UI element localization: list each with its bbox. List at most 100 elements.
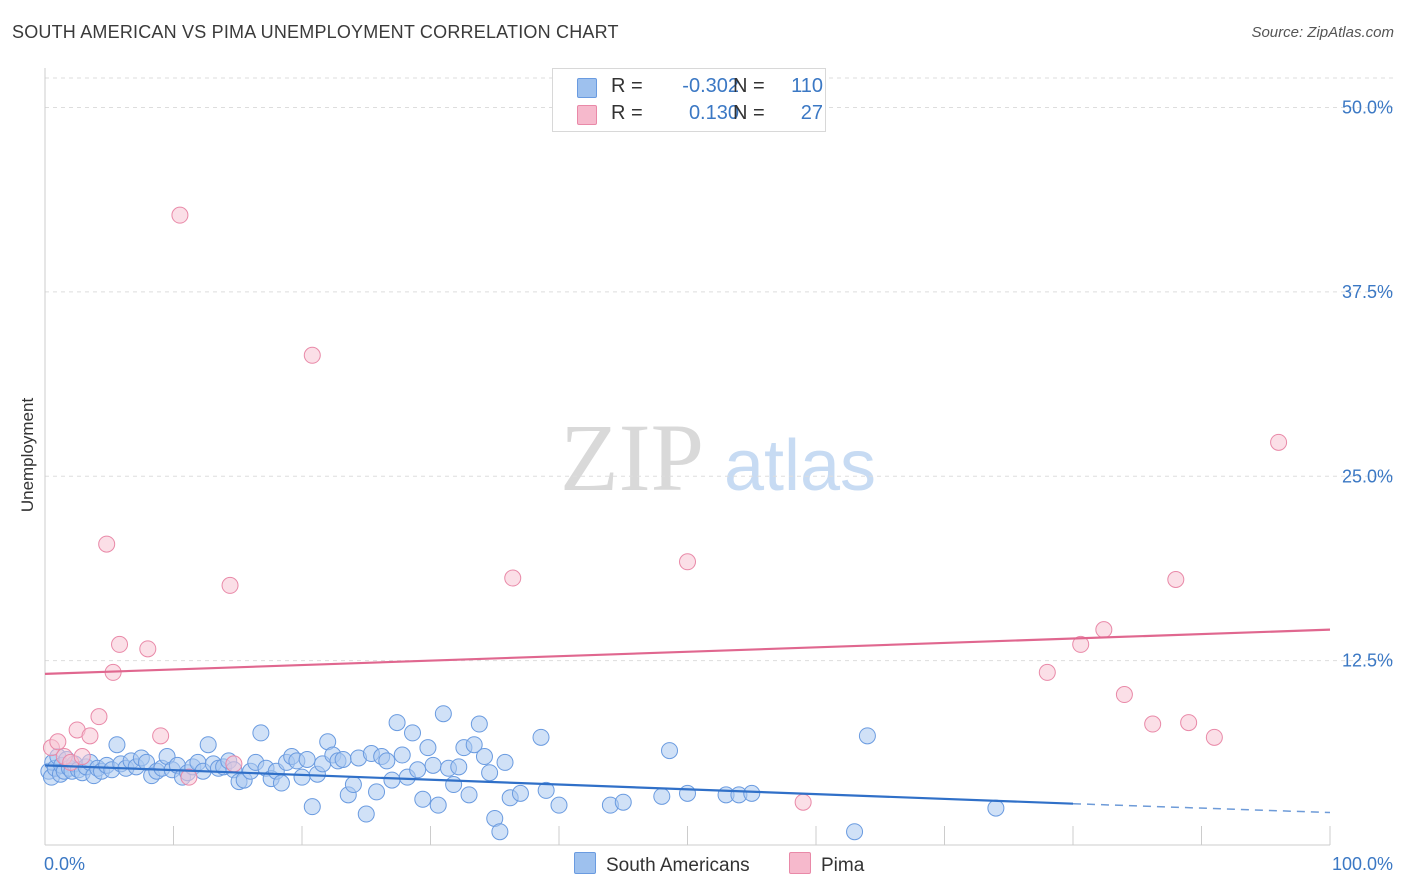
watermark-zip: ZIP bbox=[560, 404, 704, 511]
south-americans-point bbox=[460, 786, 478, 804]
legend-n-value: 27 bbox=[800, 102, 823, 124]
south-americans-point bbox=[298, 750, 316, 768]
watermark: ZIP atlas bbox=[560, 404, 876, 511]
bottom-legend-label: South Americans bbox=[606, 855, 750, 876]
source-credit: Source: ZipAtlas.com bbox=[1251, 24, 1394, 41]
grid-lines bbox=[45, 77, 1395, 662]
pima-point bbox=[221, 576, 239, 594]
south-americans-point bbox=[496, 753, 514, 771]
bottom-legend-south-americans: South Americans bbox=[574, 852, 750, 877]
south-americans-point bbox=[393, 746, 411, 764]
south-americans-point bbox=[272, 774, 290, 792]
legend-r-label: R = bbox=[611, 75, 643, 97]
south-americans-point bbox=[378, 752, 396, 770]
south-americans-point bbox=[357, 805, 375, 823]
legend-r-value: 0.130 bbox=[688, 102, 739, 124]
south-americans-point bbox=[252, 724, 270, 742]
south-americans-point bbox=[846, 823, 864, 841]
x-tick-label: 0.0% bbox=[44, 854, 85, 874]
y-tick-label: 50.0% bbox=[1342, 98, 1393, 118]
pima-point bbox=[90, 708, 108, 726]
trend-lines bbox=[44, 628, 1331, 814]
south-americans-point bbox=[987, 799, 1005, 817]
south-americans-point bbox=[434, 705, 452, 723]
bottom-legend-pima: Pima bbox=[789, 852, 864, 877]
south-americans-point bbox=[303, 798, 321, 816]
y-axis-label: Unemployment bbox=[18, 397, 37, 513]
south-americans-point bbox=[475, 748, 493, 765]
pima-point bbox=[73, 748, 91, 765]
pima-point bbox=[139, 640, 157, 658]
south-americans-point bbox=[419, 739, 437, 757]
south-americans-point bbox=[445, 776, 463, 794]
y-tick-labels: 12.5% 25.0% 37.5% 50.0% bbox=[1342, 98, 1393, 671]
legend-swatch-pima bbox=[577, 105, 597, 125]
south-americans-point bbox=[414, 790, 432, 808]
south-americans-point bbox=[481, 764, 499, 782]
south-americans-point bbox=[465, 736, 483, 754]
legend-n-label: N = bbox=[733, 75, 765, 97]
south-americans-point bbox=[743, 784, 761, 802]
correlation-legend: R = -0.302 N = 110 R = 0.130 N = 27 bbox=[552, 68, 826, 132]
south-americans-point bbox=[108, 736, 126, 754]
pima-point bbox=[81, 727, 99, 745]
bottom-legend-label: Pima bbox=[821, 855, 865, 876]
pima-point bbox=[1167, 571, 1185, 588]
south-americans-point bbox=[858, 727, 876, 745]
bottom-legend-swatch bbox=[789, 852, 811, 874]
y-tick-label: 12.5% bbox=[1342, 651, 1393, 671]
south-americans-point bbox=[368, 783, 386, 801]
south-americans-point bbox=[404, 724, 422, 742]
south-americans-point bbox=[293, 768, 311, 786]
pima-point bbox=[303, 346, 321, 364]
legend-n-label: N = bbox=[733, 102, 765, 124]
south-americans-point bbox=[614, 793, 632, 811]
south-americans-point bbox=[491, 823, 509, 841]
south-americans-point bbox=[679, 784, 696, 802]
pima-point bbox=[1270, 433, 1288, 451]
bottom-legend-swatch bbox=[574, 852, 596, 874]
pima-point bbox=[111, 635, 129, 653]
legend-r-value: -0.302 bbox=[682, 75, 739, 97]
pima-point bbox=[1144, 715, 1162, 733]
x-tick-labels: 0.0% 100.0% bbox=[44, 854, 1393, 874]
south-americans-point bbox=[470, 715, 488, 733]
legend-swatch-south-americans bbox=[577, 78, 597, 98]
south-americans-point bbox=[532, 728, 550, 746]
south-americans-point bbox=[199, 736, 217, 754]
pima-point bbox=[1038, 663, 1056, 681]
pima-point bbox=[794, 793, 812, 811]
x-tick-label: 100.0% bbox=[1332, 854, 1393, 874]
pima-point bbox=[1095, 621, 1113, 639]
south-americans-point bbox=[450, 758, 468, 776]
south-americans-point bbox=[334, 750, 352, 768]
pima-points bbox=[42, 206, 1288, 811]
pima-point bbox=[1115, 686, 1133, 704]
pima-point bbox=[152, 727, 170, 745]
south-americans-point bbox=[653, 787, 671, 805]
pima-point bbox=[98, 535, 116, 553]
south-americans-point bbox=[550, 796, 568, 814]
south-americans-point bbox=[424, 756, 442, 774]
south-americans-trend-line bbox=[44, 764, 1074, 805]
south-americans-point bbox=[409, 761, 427, 779]
south-americans-point bbox=[661, 742, 679, 760]
pima-point bbox=[1205, 728, 1223, 746]
watermark-atlas: atlas bbox=[724, 426, 876, 506]
pima-point bbox=[504, 569, 522, 587]
south-americans-point bbox=[383, 771, 401, 789]
chart-title: SOUTH AMERICAN VS PIMA UNEMPLOYMENT CORR… bbox=[12, 22, 619, 42]
y-tick-label: 25.0% bbox=[1342, 466, 1393, 486]
axes bbox=[44, 68, 1331, 846]
pima-point bbox=[1180, 714, 1198, 732]
pima-point bbox=[1072, 635, 1090, 653]
pima-point bbox=[225, 755, 243, 773]
south-americans-trend-extension bbox=[1072, 802, 1331, 814]
pima-point bbox=[49, 733, 67, 751]
south-americans-point bbox=[511, 784, 529, 802]
south-americans-point bbox=[388, 714, 406, 732]
pima-point bbox=[171, 206, 189, 224]
legend-r-label: R = bbox=[611, 102, 643, 124]
pima-trend-line bbox=[44, 628, 1331, 675]
